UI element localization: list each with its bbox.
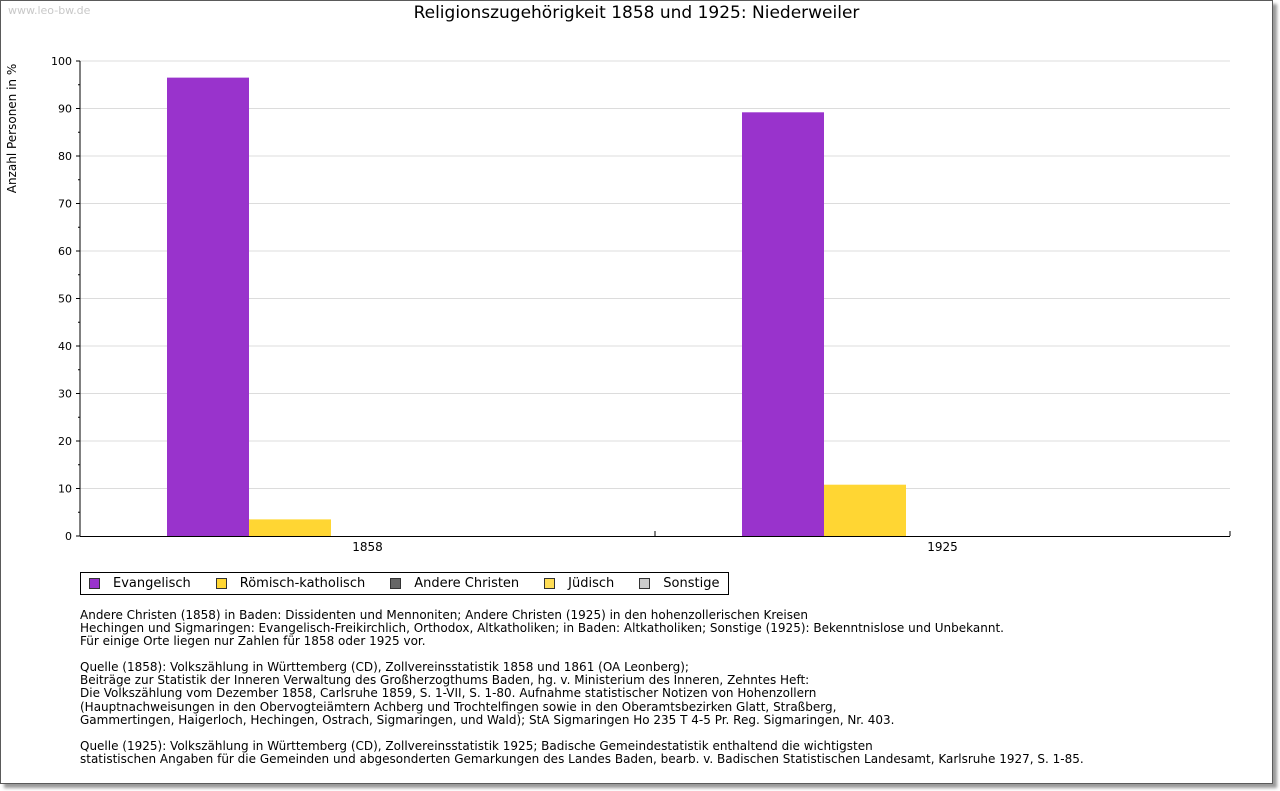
- bar-r-misch-katholisch-1925: [824, 484, 906, 536]
- bar-evangelisch-1858: [167, 77, 249, 536]
- x-tick-label: 1858: [352, 540, 383, 554]
- y-tick-label: 10: [58, 483, 72, 496]
- bar-r-misch-katholisch-1858: [249, 519, 331, 536]
- chart-notes: Andere Christen (1858) in Baden: Disside…: [80, 608, 1230, 779]
- x-tick-label: 1925: [927, 540, 958, 554]
- legend-swatch: [639, 578, 651, 589]
- legend-item: Römisch-katholisch: [215, 576, 366, 591]
- y-axis-label: Anzahl Personen in %: [5, 64, 19, 194]
- legend-swatch: [89, 578, 100, 589]
- y-tick-label: 0: [65, 530, 72, 543]
- y-tick-label: 40: [58, 340, 72, 353]
- y-tick-label: 50: [58, 293, 72, 306]
- legend-item: Jüdisch: [544, 576, 614, 591]
- legend-label: Römisch-katholisch: [239, 576, 366, 591]
- legend-label: Jüdisch: [568, 576, 615, 591]
- y-tick-label: 70: [58, 198, 72, 211]
- bar-evangelisch-1925: [742, 112, 824, 537]
- legend-item: Andere Christen: [390, 576, 519, 591]
- y-tick-label: 30: [58, 388, 72, 401]
- legend-swatch: [544, 578, 556, 589]
- note-source-1858: Quelle (1858): Volkszählung in Württembe…: [80, 660, 895, 727]
- chart-legend: Evangelisch Römisch-katholisch Andere Chri…: [80, 572, 730, 595]
- chart-title: Religionszugehörigkeit 1858 und 1925: Ni…: [413, 3, 860, 23]
- y-tick-label: 80: [58, 150, 72, 163]
- watermark: www.leo-bw.de: [8, 4, 91, 17]
- y-tick-label: 100: [51, 55, 72, 68]
- legend-item: Sonstige: [639, 576, 719, 591]
- note-definitions: Andere Christen (1858) in Baden: Disside…: [80, 608, 1004, 649]
- y-tick-label: 20: [58, 435, 72, 448]
- legend-label: Andere Christen: [414, 576, 520, 591]
- legend-item: Evangelisch: [89, 576, 191, 591]
- legend-swatch: [390, 578, 402, 589]
- legend-swatch: [215, 578, 227, 589]
- legend-label: Sonstige: [663, 576, 720, 591]
- note-source-1925: Quelle (1925): Volkszählung in Württembe…: [80, 738, 1084, 766]
- legend-label: Evangelisch: [113, 576, 191, 591]
- y-tick-label: 90: [58, 103, 72, 116]
- bar-chart: 0 10 20 30 40 50 60 70 80 90 100 Anzahl Personen in…: [5, 55, 1231, 554]
- y-tick-label: 60: [58, 245, 72, 258]
